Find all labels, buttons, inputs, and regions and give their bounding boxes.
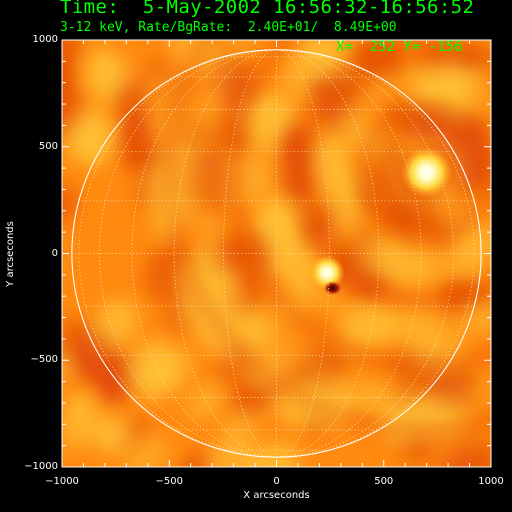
heliographic-grid	[71, 49, 482, 458]
heatmap-blob	[124, 435, 168, 467]
plot-axes	[61, 39, 492, 468]
meridian-line	[276, 49, 475, 458]
meridian-line	[276, 49, 422, 458]
heatmap-ripple	[194, 40, 491, 405]
y-tick-label: 0	[51, 247, 58, 259]
meridian-line	[276, 49, 330, 458]
heatmap-ripple	[162, 40, 491, 437]
heatmap-blob	[186, 383, 223, 420]
meridian-line	[98, 49, 277, 458]
y-tick-label: −1000	[24, 461, 58, 472]
solar-limb	[71, 49, 482, 458]
heatmap-blob	[208, 436, 257, 467]
observation-time-title: Time: 5-May-2002 16:56:32-16:56:52	[60, 0, 475, 18]
heatmap-blob	[181, 451, 213, 467]
dark-spot	[323, 281, 342, 296]
heatmap-blob	[221, 411, 258, 445]
x-tick-label: 500	[374, 476, 394, 487]
solar-limb-circle	[71, 49, 482, 458]
flare-source-1	[400, 146, 453, 199]
x-tick-label: −1000	[45, 476, 79, 487]
heatmap-ripple	[387, 133, 466, 212]
y-tick-label: −500	[30, 354, 58, 366]
y-tick-label: 500	[38, 140, 58, 152]
heatmap-blob	[99, 182, 125, 217]
heatmap-ripple	[258, 40, 491, 341]
x-tick-label: −500	[155, 476, 183, 487]
y-tick-label: 1000	[32, 34, 58, 45]
meridian-line	[78, 49, 277, 458]
heatmap-blob	[99, 422, 130, 455]
heatmap-blob	[230, 374, 278, 418]
heatmap-ripple	[226, 40, 491, 373]
cursor-coordinate-readout: X= 252 Y= -156	[336, 39, 463, 55]
x-axis-title: X arcseconds	[243, 490, 310, 501]
x-tick-label: 1000	[478, 476, 504, 487]
heatmap-blob	[62, 40, 82, 62]
heatmap-blob	[62, 183, 78, 224]
y-axis-title: Y arcseconds	[5, 220, 16, 287]
energy-rate-subtitle: 3-12 keV, Rate/BgRate: 2.40E+01/ 8.49E+0…	[60, 20, 397, 35]
heatmap-blob	[116, 117, 156, 172]
heatmap-blob	[148, 348, 191, 395]
heatmap-blob	[81, 274, 110, 312]
heatmap-blob	[92, 300, 133, 350]
heatmap-image	[62, 40, 491, 467]
heatmap-blob	[65, 117, 97, 161]
heatmap-ripple	[323, 68, 491, 276]
x-tick-label: 0	[273, 476, 280, 487]
heatmap-blob	[62, 403, 103, 451]
heatmap-blob	[397, 434, 438, 464]
